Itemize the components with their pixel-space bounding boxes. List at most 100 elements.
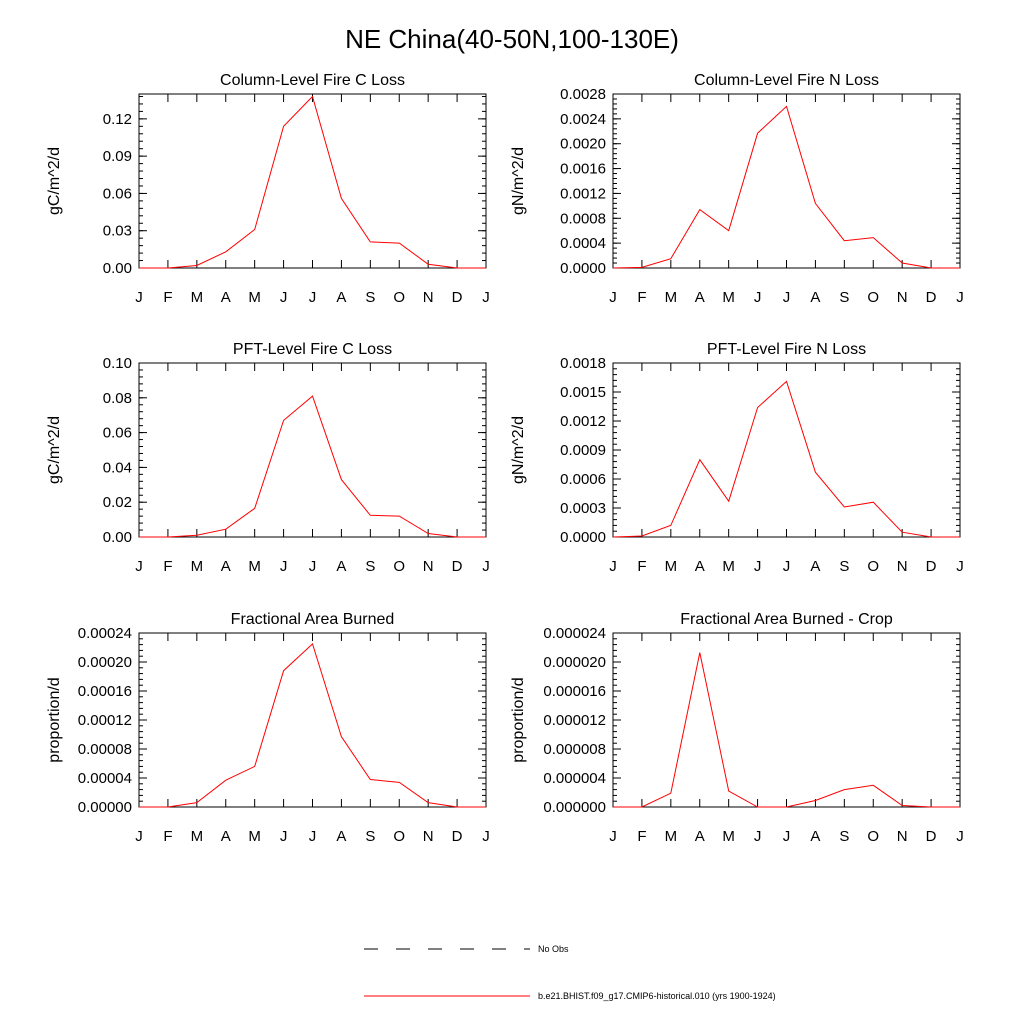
legend-label-no-obs: No Obs	[538, 944, 569, 954]
y-tick-label: 0.02	[103, 494, 132, 511]
y-tick-label: 0.0012	[560, 413, 606, 430]
x-tick-label: N	[423, 828, 434, 845]
y-tick-label: 0.0006	[560, 471, 606, 488]
x-tick-label: S	[839, 558, 849, 575]
y-tick-label: 0.0004	[560, 235, 606, 252]
y-axis-label: gN/m^2/d	[510, 147, 527, 215]
x-tick-label: F	[163, 828, 172, 845]
plot-frame	[138, 93, 487, 269]
x-tick-label: J	[482, 289, 490, 306]
x-tick-label: J	[309, 558, 317, 575]
chart-panel-2: Column-Level Fire N Loss gN/m^2/d 0.0000 0.…	[510, 72, 964, 306]
x-tick-label: O	[393, 289, 405, 306]
y-tick-label: 0.0028	[560, 86, 606, 103]
x-tick-label: N	[897, 289, 908, 306]
y-tick-label: 0.0024	[560, 111, 606, 128]
x-tick-label: M	[665, 828, 678, 845]
x-tick-label: J	[280, 558, 288, 575]
y-tick-label: 0.00	[103, 260, 132, 277]
y-tick-label: 0.06	[103, 425, 132, 442]
x-tick-label: A	[810, 558, 820, 575]
x-tick-label: J	[280, 828, 288, 845]
y-tick-label: 0.000012	[543, 712, 606, 729]
x-tick-label: J	[482, 558, 490, 575]
y-tick-label: 0.06	[103, 185, 132, 202]
x-tick-label: O	[393, 828, 405, 845]
x-tick-label: F	[163, 289, 172, 306]
x-tick-label: J	[280, 289, 288, 306]
x-tick-label: M	[248, 828, 261, 845]
x-tick-label: S	[365, 558, 375, 575]
plot-frame	[138, 362, 487, 538]
panel-title: Column-Level Fire N Loss	[694, 72, 879, 89]
x-tick-label: F	[637, 289, 646, 306]
y-tick-label: 0.09	[103, 148, 132, 165]
plot-frame	[612, 632, 961, 808]
figure-title: NE China(40-50N,100-130E)	[345, 24, 679, 54]
y-tick-label: 0.0020	[560, 136, 606, 153]
x-tick-label: O	[867, 558, 879, 575]
x-tick-label: M	[722, 828, 735, 845]
x-tick-label: D	[926, 558, 937, 575]
x-tick-label: J	[956, 828, 964, 845]
panel-title: PFT-Level Fire C Loss	[233, 341, 392, 358]
chart-panel-6: Fractional Area Burned - Crop proportion/…	[510, 611, 964, 845]
x-tick-label: A	[336, 558, 346, 575]
x-tick-label: J	[956, 289, 964, 306]
y-tick-label: 0.000024	[543, 625, 606, 642]
x-tick-label: J	[482, 828, 490, 845]
x-tick-label: M	[248, 289, 261, 306]
x-tick-label: M	[665, 558, 678, 575]
x-tick-label: J	[135, 289, 143, 306]
x-tick-label: J	[754, 828, 762, 845]
legend-label-model: b.e21.BHIST.f09_g17.CMIP6-historical.010…	[538, 991, 776, 1001]
x-tick-label: N	[897, 828, 908, 845]
x-tick-label: S	[839, 289, 849, 306]
x-tick-label: D	[926, 828, 937, 845]
x-tick-label: M	[722, 289, 735, 306]
x-tick-label: A	[336, 828, 346, 845]
panel-title: Fractional Area Burned - Crop	[680, 611, 893, 628]
x-tick-label: O	[393, 558, 405, 575]
y-tick-label: 0.0009	[560, 442, 606, 459]
x-tick-label: N	[423, 289, 434, 306]
y-tick-label: 0.0000	[560, 529, 606, 546]
x-tick-label: M	[248, 558, 261, 575]
x-tick-label: N	[897, 558, 908, 575]
x-tick-label: A	[810, 828, 820, 845]
x-tick-label: J	[754, 289, 762, 306]
y-tick-label: 0.0018	[560, 355, 606, 372]
x-tick-label: F	[637, 558, 646, 575]
x-tick-label: O	[867, 289, 879, 306]
y-tick-label: 0.000004	[543, 770, 606, 787]
x-tick-label: M	[665, 289, 678, 306]
y-tick-label: 0.10	[103, 355, 132, 372]
x-tick-label: N	[423, 558, 434, 575]
y-tick-label: 0.000000	[543, 799, 606, 816]
chart-panel-5: Fractional Area Burned proportion/d 0.0000…	[46, 611, 490, 845]
x-tick-label: J	[609, 558, 617, 575]
legend: No Obs b.e21.BHIST.f09_g17.CMIP6-histori…	[364, 944, 776, 1001]
x-tick-label: J	[783, 289, 791, 306]
x-tick-label: A	[221, 289, 231, 306]
panel-title: Column-Level Fire C Loss	[220, 72, 405, 89]
y-tick-label: 0.12	[103, 111, 132, 128]
x-tick-label: A	[695, 828, 705, 845]
series-line-1	[613, 652, 960, 808]
y-tick-label: 0.00004	[78, 770, 132, 787]
x-tick-label: J	[783, 558, 791, 575]
x-tick-label: A	[810, 289, 820, 306]
y-tick-label: 0.0012	[560, 185, 606, 202]
y-tick-label: 0.0003	[560, 500, 606, 517]
y-axis-label: gC/m^2/d	[46, 416, 63, 484]
y-tick-label: 0.00020	[78, 654, 132, 671]
y-tick-label: 0.00012	[78, 712, 132, 729]
plot-frame	[138, 632, 487, 808]
y-tick-label: 0.03	[103, 223, 132, 240]
series-line-1	[139, 642, 486, 808]
x-tick-label: F	[637, 828, 646, 845]
y-axis-label: proportion/d	[510, 677, 527, 762]
x-tick-label: J	[309, 289, 317, 306]
x-tick-label: M	[191, 289, 204, 306]
